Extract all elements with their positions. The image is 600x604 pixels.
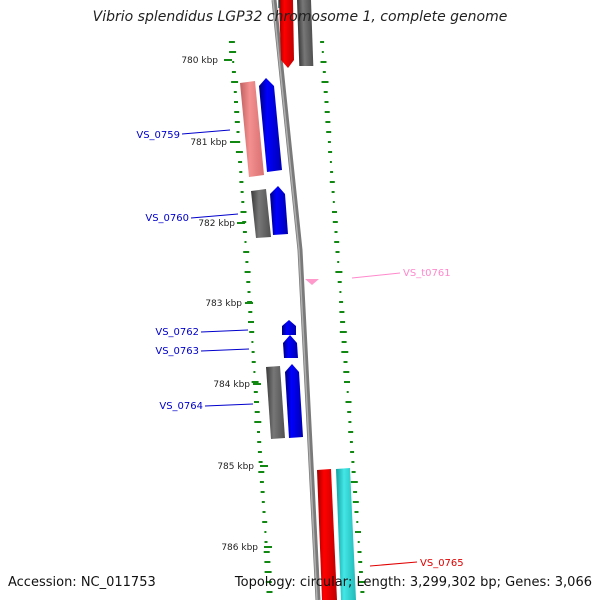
gene-label-vs0765: VS_0765 bbox=[420, 558, 464, 569]
cds-vs0759-pink bbox=[240, 81, 264, 177]
leader-line-vs0765 bbox=[369, 561, 418, 567]
gene-label-vs0759: VS_0759 bbox=[136, 130, 180, 141]
genome-title: Vibrio splendidus LGP32 chromosome 1, co… bbox=[92, 9, 508, 25]
gene-label-vs0764: VS_0764 bbox=[159, 401, 203, 412]
trna-vs-t0761 bbox=[305, 279, 319, 285]
tick-label: 786 kbp bbox=[221, 543, 258, 553]
accession-label: Accession: NC_011753 bbox=[8, 575, 156, 590]
genome-summary: Topology: circular; Length: 3,299,302 bp… bbox=[234, 575, 592, 590]
scale-ticks: 780 kbp 781 kbp 782 kbp 783 kbp 784 kbp … bbox=[181, 56, 272, 553]
cds-vs0763 bbox=[283, 335, 298, 358]
gene-label-vs0760: VS_0760 bbox=[145, 213, 189, 224]
leader-line-vs0759 bbox=[181, 129, 231, 135]
cds-vs0762 bbox=[282, 320, 296, 335]
gene-labels: VS_0759 VS_0760 VS_t0761 VS_0762 VS_0763… bbox=[136, 129, 464, 569]
tick-label: 784 kbp bbox=[213, 380, 250, 390]
tick-label: 781 kbp bbox=[190, 138, 227, 148]
chromosome-backbone bbox=[271, 0, 321, 601]
tick-label: 782 kbp bbox=[198, 219, 235, 229]
tick-label: 780 kbp bbox=[181, 56, 218, 66]
leader-line-vs0760 bbox=[190, 213, 239, 219]
gene-label-vs0762: VS_0762 bbox=[155, 327, 199, 338]
cds-vs0765-red bbox=[317, 469, 337, 600]
cds-top-red bbox=[279, 0, 294, 68]
cds-vs0759-blue bbox=[259, 78, 282, 172]
cds-vs0760-grey bbox=[251, 189, 271, 238]
gc-skew-marks-inner bbox=[228, 41, 273, 593]
tick-label: 783 kbp bbox=[205, 299, 242, 309]
leader-line-vs-t0761 bbox=[351, 272, 401, 279]
leader-line-vs0763 bbox=[200, 348, 250, 352]
gc-skew-marks-outer bbox=[320, 41, 365, 593]
cds-vs0760-blue bbox=[270, 186, 288, 235]
cds-top-grey bbox=[297, 0, 314, 66]
chromosome-backbone-highlight bbox=[272, 0, 318, 601]
cds-vs0765-cyan bbox=[336, 468, 356, 600]
leader-line-vs0764 bbox=[204, 403, 254, 407]
cds-vs0764-blue bbox=[285, 364, 303, 438]
cds-vs0764-grey bbox=[266, 366, 285, 439]
tick-label: 785 kbp bbox=[217, 462, 254, 472]
gene-label-vs0763: VS_0763 bbox=[155, 346, 199, 357]
leader-line-vs0762 bbox=[200, 329, 249, 333]
gene-label-vs-t0761: VS_t0761 bbox=[403, 268, 451, 279]
